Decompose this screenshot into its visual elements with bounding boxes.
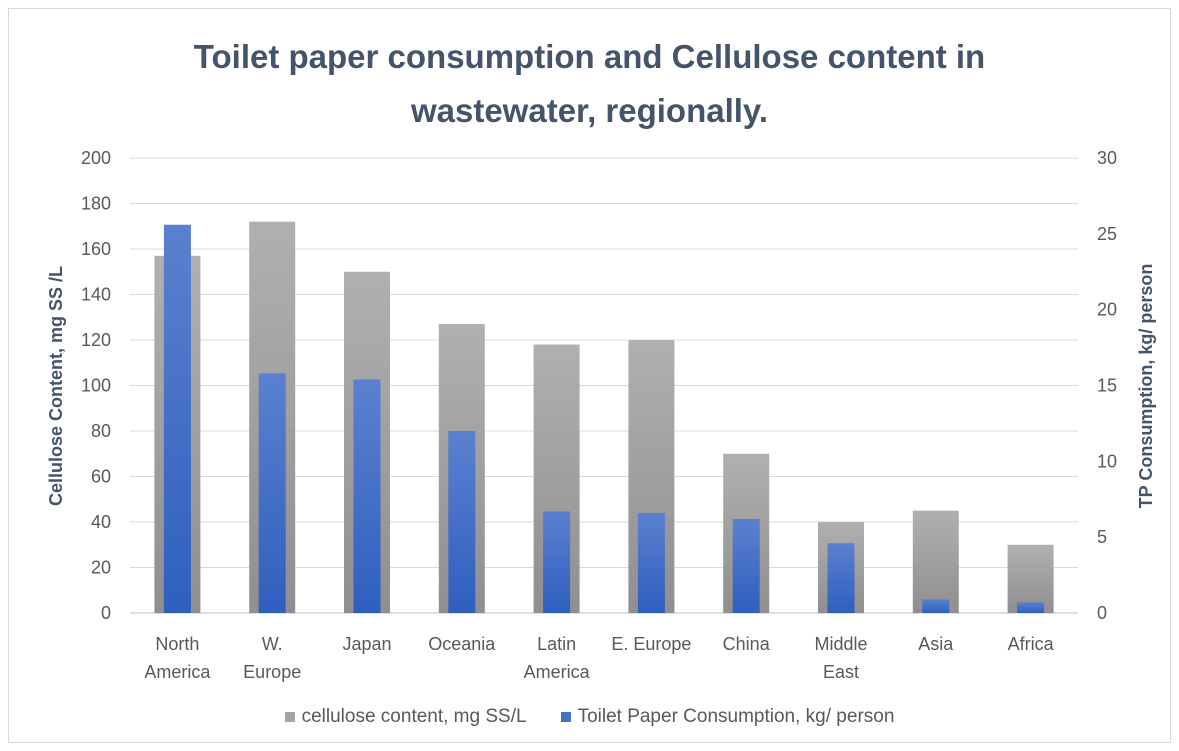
y-tick-label-right: 5 [1097,527,1107,547]
x-tick-label-line: America [524,662,591,682]
x-tick-label: E. Europe [611,634,691,654]
y-tick-label-left: 200 [81,148,111,168]
legend-label-tp: Toilet Paper Consumption, kg/ person [577,706,895,727]
y-tick-label-right: 30 [1097,148,1117,168]
x-tick-label-line: Oceania [428,634,496,654]
x-tick-label-line: W. [262,634,283,654]
bar-tp-consumption [732,518,760,613]
y-axis-left-label: Cellulose Content, mg SS /L [46,266,66,506]
x-tick-label-line: Japan [342,634,391,654]
y-axis-right-label: TP Consumption, kg/ person [1136,264,1156,509]
y-tick-label-right: 0 [1097,603,1107,623]
x-tick-label: North America [144,634,211,682]
x-tick-label-line: Africa [1008,634,1055,654]
x-tick-label: Middle East [814,634,867,682]
y-tick-label-right: 15 [1097,376,1117,396]
bar-tp-consumption [353,379,381,613]
y-tick-label-right: 25 [1097,224,1117,244]
chart-title-line-2: wastewater, regionally. [410,92,769,129]
y-tick-label-left: 20 [91,558,111,578]
legend-swatch-cellulose [284,712,295,722]
legend: cellulose content, mg SS/L Toilet Paper … [0,706,1179,728]
x-tick-label: Latin America [524,634,591,682]
chart-frame [8,8,1171,743]
bar-tp-consumption [448,431,476,613]
legend-item-tp: Toilet Paper Consumption, kg/ person [560,706,895,728]
bar-tp-consumption [1017,602,1045,613]
chart-title-line-1: Toilet paper consumption and Cellulose c… [193,38,986,75]
legend-item-cellulose: cellulose content, mg SS/L [284,706,527,728]
bar-cellulose [1007,544,1054,613]
y-tick-label-left: 60 [91,467,111,487]
y-tick-label-left: 40 [91,512,111,532]
x-tick-label-line: Europe [243,662,301,682]
x-tick-label-line: Middle [814,634,867,654]
x-tick-label: Asia [918,634,954,654]
y-axis-left: 0 20 40 60 80 100 120 140 160 180 200 [81,148,111,623]
legend-swatch-tp [560,712,571,722]
bar-tp-consumption [637,512,665,613]
cellulose-series [154,221,1054,613]
x-tick-label: Oceania [428,634,496,654]
tp-series [163,224,1045,613]
y-tick-label-left: 160 [81,239,111,259]
x-tick-label-line: E. Europe [611,634,691,654]
y-tick-label-right: 20 [1097,300,1117,320]
x-tick-label-line: Latin [537,634,576,654]
x-tick-label: Africa [1008,634,1055,654]
y-tick-label-right: 10 [1097,451,1117,471]
x-tick-label-line: America [144,662,211,682]
y-axis-right: 0 5 10 15 20 25 30 [1097,148,1117,623]
chart-title: Toilet paper consumption and Cellulose c… [0,30,1179,138]
y-tick-label-left: 180 [81,194,111,214]
x-axis: North America W. Europe Japan Oceania Latin Ame… [144,634,1054,682]
y-tick-label-left: 120 [81,330,111,350]
bar-tp-consumption [258,373,286,613]
legend-label-cellulose: cellulose content, mg SS/L [301,706,527,727]
x-tick-label: China [723,634,771,654]
bar-cellulose [912,510,959,613]
x-tick-label-line: North [155,634,199,654]
y-tick-label-left: 0 [101,603,111,623]
x-tick-label: Japan [342,634,391,654]
x-tick-label-line: Asia [918,634,954,654]
bar-tp-consumption [827,543,855,613]
bar-tp-consumption [922,599,950,613]
x-tick-label-line: China [723,634,771,654]
bar-tp-consumption [163,224,191,613]
y-tick-label-left: 140 [81,285,111,305]
bar-tp-consumption [543,511,571,613]
y-tick-label-left: 100 [81,376,111,396]
x-tick-label-line: East [823,662,859,682]
x-tick-label: W. Europe [243,634,301,682]
y-tick-label-left: 80 [91,421,111,441]
